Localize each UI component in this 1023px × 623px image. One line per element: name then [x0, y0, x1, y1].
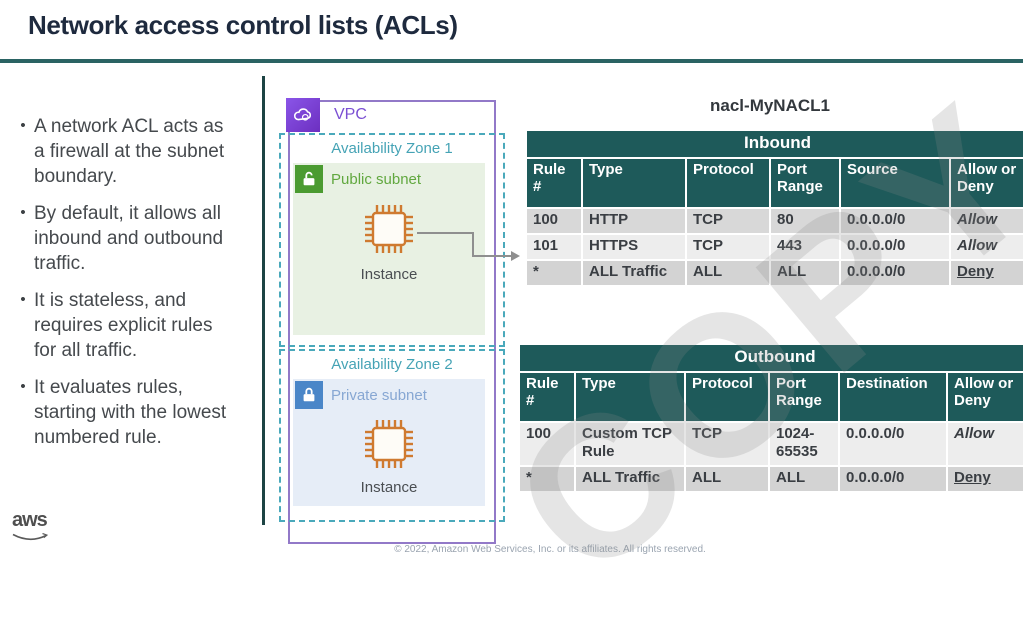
bullet-item: • It is stateless, and requires explicit…: [12, 288, 252, 363]
availability-zone-1-label: Availability Zone 1: [331, 140, 453, 157]
column-header: Allow or Deny: [945, 371, 1023, 423]
lock-icon: [303, 387, 315, 402]
table-title: Outbound: [517, 343, 1023, 373]
bullet-item: • By default, it allows all inbound and …: [12, 201, 252, 276]
column-header: Protocol: [684, 371, 770, 423]
column-header: Rule #: [518, 371, 576, 423]
bullet-text: By default, it allows all inbound and ou…: [34, 203, 224, 274]
instance-icon: [363, 203, 415, 255]
bullet-marker: •: [20, 378, 26, 395]
column-header: Allow or Deny: [948, 157, 1023, 209]
table-cell: 80: [769, 207, 841, 235]
table-row: * ALL Traffic ALL ALL 0.0.0.0/0 Deny: [518, 465, 1023, 493]
section-divider: [262, 76, 265, 525]
private-subnet-icon: [295, 381, 323, 409]
aws-smile-icon: [12, 532, 49, 541]
title-underline: [0, 59, 1023, 63]
table-row: * ALL Traffic ALL ALL 0.0.0.0/0 Deny: [525, 259, 1023, 287]
table-cell: 100: [525, 207, 583, 235]
outbound-title-row: Outbound: [517, 343, 1023, 373]
table-cell: 0.0.0.0/0: [839, 259, 951, 287]
inbound-title-row: Inbound: [524, 129, 1023, 159]
column-header: Port Range: [768, 371, 840, 423]
table-cell: *: [518, 465, 576, 493]
bullet-item: • A network ACL acts as a firewall at th…: [12, 114, 252, 189]
lock-open-icon: [303, 171, 315, 186]
table-row: 100 Custom TCP Rule TCP 1024-65535 0.0.0…: [518, 421, 1023, 467]
column-header: Source: [839, 157, 951, 209]
table-cell: Allow: [945, 421, 1023, 467]
column-header: Type: [574, 371, 686, 423]
table-cell: HTTPS: [581, 233, 687, 261]
table-cell: 0.0.0.0/0: [839, 207, 951, 235]
table-cell: ALL: [769, 259, 841, 287]
column-header: Protocol: [685, 157, 771, 209]
table-cell: 443: [769, 233, 841, 261]
table-cell: 0.0.0.0/0: [839, 233, 951, 261]
table-cell: TCP: [685, 207, 771, 235]
public-subnet-icon: [295, 165, 323, 193]
slide: Network access control lists (ACLs) • A …: [0, 10, 1023, 621]
vpc-label: VPC: [334, 106, 367, 123]
instance-label: Instance: [360, 266, 418, 283]
bullet-item: • It evaluates rules, starting with the …: [12, 375, 252, 450]
availability-zone-1-box: Availability Zone 1: [279, 133, 505, 347]
instance-icon: [363, 418, 415, 470]
bullet-marker: •: [20, 204, 26, 221]
column-header: Rule #: [525, 157, 583, 209]
availability-zone-2-box: Availability Zone 2: [279, 349, 505, 522]
table-cell: ALL Traffic: [574, 465, 686, 493]
column-header: Port Range: [769, 157, 841, 209]
table-cell: 1024-65535: [768, 421, 840, 467]
bullet-text: It evaluates rules, starting with the lo…: [34, 377, 227, 448]
table-cell: ALL: [685, 259, 771, 287]
bullet-text: A network ACL acts as a firewall at the …: [34, 116, 225, 187]
private-subnet-label: Private subnet: [331, 387, 427, 404]
table-cell: Allow: [948, 207, 1023, 235]
table-title: Inbound: [524, 129, 1023, 159]
table-cell: TCP: [685, 233, 771, 261]
vpc-icon: [286, 98, 320, 132]
table-cell: Custom TCP Rule: [574, 421, 686, 467]
table-cell: Deny: [945, 465, 1023, 493]
table-cell: *: [525, 259, 583, 287]
column-header: Destination: [838, 371, 948, 423]
cloud-icon: [293, 108, 312, 121]
bullet-text: It is stateless, and requires explicit r…: [34, 290, 213, 361]
table-row: 101 HTTPS TCP 443 0.0.0.0/0 Allow: [525, 233, 1023, 261]
bullet-marker: •: [20, 291, 26, 308]
bullet-marker: •: [20, 117, 26, 134]
page-title: Network access control lists (ACLs): [28, 10, 458, 40]
table-cell: ALL Traffic: [581, 259, 687, 287]
aws-logo-text: aws: [12, 509, 48, 531]
outbound-header-row: Rule # Type Protocol Port Range Destinat…: [518, 371, 1023, 423]
table-cell: Deny: [948, 259, 1023, 287]
bullet-list: • A network ACL acts as a firewall at th…: [12, 114, 252, 462]
table-cell: 100: [518, 421, 576, 467]
table-cell: Allow: [948, 233, 1023, 261]
table-cell: 0.0.0.0/0: [838, 465, 948, 493]
inbound-header-row: Rule # Type Protocol Port Range Source A…: [525, 157, 1023, 209]
table-cell: TCP: [684, 421, 770, 467]
column-header: Type: [581, 157, 687, 209]
table-cell: ALL: [768, 465, 840, 493]
inbound-table: Inbound Rule # Type Protocol Port Range …: [524, 129, 1023, 287]
public-subnet-label: Public subnet: [331, 171, 422, 188]
instance-label: Instance: [360, 479, 418, 496]
nacl-title: nacl-MyNACL1: [710, 96, 830, 115]
table-cell: 0.0.0.0/0: [838, 421, 948, 467]
outbound-table: Outbound Rule # Type Protocol Port Range…: [517, 343, 1023, 493]
table-row: 100 HTTP TCP 80 0.0.0.0/0 Allow: [525, 207, 1023, 235]
table-cell: ALL: [684, 465, 770, 493]
aws-logo: aws: [12, 509, 49, 547]
connector-arrow: [417, 232, 520, 261]
table-cell: HTTP: [581, 207, 687, 235]
availability-zone-2-label: Availability Zone 2: [331, 356, 453, 373]
table-cell: 101: [525, 233, 583, 261]
